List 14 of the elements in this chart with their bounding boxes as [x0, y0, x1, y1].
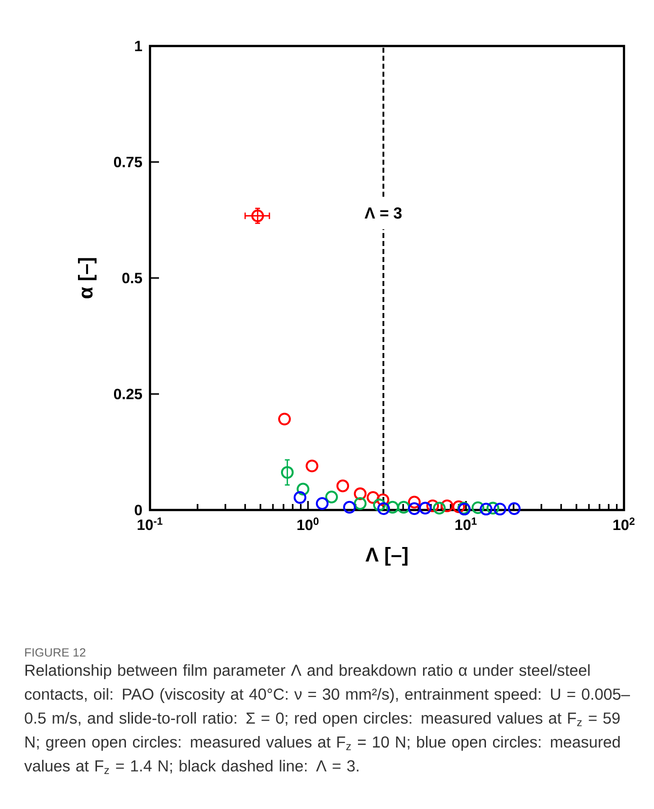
ref-line-label: Λ = 3 — [364, 207, 402, 219]
x-tick-label: 10$^{2}$ — [613, 518, 635, 530]
y-axis-title: α [–] — [78, 258, 97, 298]
x-tick-label: 10$^{1}$ — [455, 518, 477, 530]
y-tick-label: 0 — [134, 504, 142, 516]
y-tick-label: 0.25 — [114, 388, 142, 400]
x-tick-label: 10$^{-1}$ — [138, 518, 162, 530]
y-tick-label: 0.75 — [114, 156, 142, 168]
x-tick-label: 10$^{0}$ — [297, 518, 319, 530]
y-tick-label: 1 — [135, 40, 142, 52]
text: Relationship between film parameter Λ and breakdown ratio α under steel/steel contacts, oil: PAO (viscosity at 40°C: ν = 30 mm²/s), entrainment speed: U = 0.005–0.5 m/s, and slide-to-roll ratio: Σ = 0; red open circles: measured values at F$_{z}$ = 59 N; green open circles: measured values at F$_{z}$ = 10 N; blue open circles: measured values at F$_{z}$ = 1.4 N; black dashed line: Λ = 3. — [24, 664, 630, 774]
caption: FIGURE 12 — [25, 648, 86, 657]
y-tick-label: 0.5 — [122, 272, 142, 284]
x-axis-title: Λ [–] — [366, 547, 408, 566]
